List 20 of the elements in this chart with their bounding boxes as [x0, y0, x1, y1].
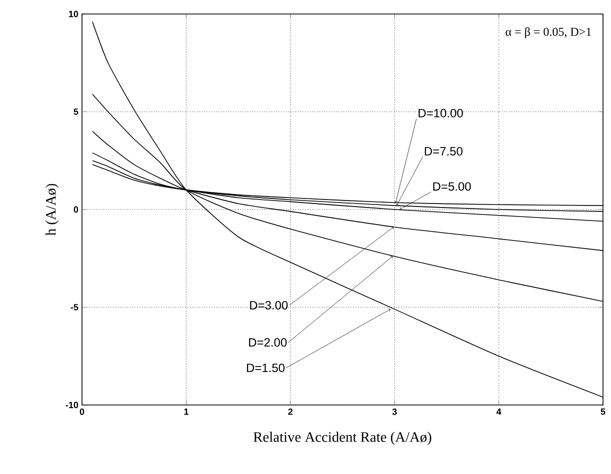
- y-axis-title: h (A/Aø): [46, 184, 59, 236]
- x-axis-title: Relative Accident Rate (A/Aø): [254, 432, 432, 445]
- y-tick-label: -5: [70, 304, 78, 310]
- annotation: α = β = 0.05, D>1: [506, 27, 591, 38]
- x-tick-label: 4: [496, 408, 502, 415]
- x-tick-label: 5: [600, 408, 606, 415]
- y-tick-label: 0: [74, 206, 78, 213]
- annotation: D=5.00: [433, 182, 471, 191]
- annotation: D=1.50: [246, 364, 285, 372]
- x-tick-label: 3: [392, 408, 397, 415]
- x-tick-label: 0: [80, 408, 84, 415]
- x-tick-label: 1: [184, 408, 188, 415]
- y-tick-label: 5: [74, 108, 78, 115]
- x-tick-label: 2: [288, 408, 293, 415]
- annotation: D=2.00: [249, 338, 287, 347]
- annotation: D=10.00: [418, 108, 463, 118]
- y-tick-label: -10: [66, 402, 78, 408]
- annotation: D=7.50: [424, 147, 462, 156]
- annotation: D=3.00: [250, 301, 288, 310]
- y-tick-label: 10: [69, 10, 78, 18]
